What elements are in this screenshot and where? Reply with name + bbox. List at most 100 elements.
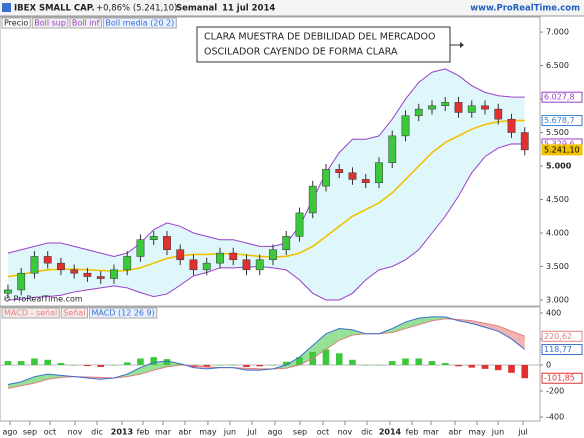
histogram-bar xyxy=(521,364,529,379)
candle-body xyxy=(481,105,489,110)
candle-body xyxy=(375,162,383,184)
legend-item: MACD (12 26 9) xyxy=(88,307,158,319)
instrument-title: IBEX SMALL CAP. xyxy=(14,4,95,14)
macd-fill xyxy=(140,362,154,375)
legend-box xyxy=(69,17,102,29)
macd-fill xyxy=(339,328,353,341)
x-tick-label: nov xyxy=(68,428,83,437)
candle-body xyxy=(348,172,357,180)
x-tick-label: mar xyxy=(155,428,172,437)
candle-body xyxy=(229,252,238,261)
y-tick-label: -400 xyxy=(546,413,564,422)
macd-marker-label: 220,62 xyxy=(544,332,572,341)
candle-body xyxy=(361,179,370,184)
x-tick-label: ago xyxy=(268,428,283,437)
candle-body xyxy=(176,249,185,261)
band-fill xyxy=(7,68,525,300)
macd-fill xyxy=(392,322,406,333)
histogram-bar xyxy=(4,361,12,365)
annotation: OSCILADOR CAYENDO DE FORMA CLARA xyxy=(204,47,398,58)
price-marker-label: 6.027,8 xyxy=(544,93,575,102)
price-marker-label: 5.329,6 xyxy=(544,139,575,148)
x-tick-label: abr xyxy=(448,428,462,437)
candle-body xyxy=(454,102,463,113)
candle-body xyxy=(467,105,476,113)
macd-line xyxy=(7,318,525,389)
histogram-bar xyxy=(216,364,224,366)
legend-box xyxy=(31,17,69,29)
histogram-bar xyxy=(481,364,489,369)
legend-box xyxy=(1,307,60,319)
candle-body xyxy=(96,276,105,279)
legend-label: Señal xyxy=(63,309,85,318)
candle-body xyxy=(255,259,264,271)
y-tick-label: 5.000 xyxy=(546,162,572,171)
y-tick-label: 3.000 xyxy=(546,295,569,304)
candle-body xyxy=(17,272,26,291)
candle-body xyxy=(83,272,92,277)
candle-body xyxy=(110,269,118,279)
histogram-bar xyxy=(256,364,264,367)
candle-body xyxy=(43,256,52,264)
legend-item: Boll media (20 2) xyxy=(102,17,177,29)
legend-item: Precio xyxy=(1,17,31,29)
date: 11 jul 2014 xyxy=(222,4,275,14)
histogram-bar xyxy=(455,364,462,367)
candle-body xyxy=(202,262,211,271)
legend-box xyxy=(88,307,158,319)
bollinger-line xyxy=(7,119,525,278)
histogram-bar xyxy=(269,364,277,366)
x-tick-label: may xyxy=(468,428,486,437)
x-tick-label: jun xyxy=(223,428,236,437)
price-marker-label: 5.678,7 xyxy=(544,116,575,125)
candle-body xyxy=(282,236,291,250)
candle-body xyxy=(136,239,145,257)
histogram-bar xyxy=(441,363,449,365)
candle-body xyxy=(335,169,344,173)
site: www.ProRealTime.com xyxy=(470,4,580,14)
histogram-bar xyxy=(375,364,383,366)
candle-body xyxy=(123,256,132,271)
candle-body xyxy=(242,259,251,271)
candle-body xyxy=(295,212,304,237)
x-tick-label: jul xyxy=(517,428,528,437)
candle-body xyxy=(401,115,410,137)
watermark: © ProRealTime.com xyxy=(3,295,83,304)
histogram-bar xyxy=(243,364,250,367)
candle-body xyxy=(189,259,198,271)
macd-marker xyxy=(541,372,583,384)
candle-body xyxy=(216,252,224,264)
candle-body xyxy=(507,118,516,133)
y-tick-label: -200 xyxy=(546,386,564,395)
x-tick-label: nov xyxy=(338,428,353,437)
histogram-bar xyxy=(282,361,290,365)
y-tick-label: 7.000 xyxy=(546,28,569,37)
histogram-bar xyxy=(322,349,330,365)
histogram-bar xyxy=(97,364,105,367)
x-tick-label: dic xyxy=(91,428,103,437)
histogram-bar xyxy=(349,359,356,365)
histogram-bar xyxy=(203,364,211,367)
x-tick-label: abr xyxy=(178,428,192,437)
histogram-bar xyxy=(176,363,184,365)
legend-box xyxy=(60,307,88,319)
x-tick-label: sep xyxy=(23,428,37,437)
macd-fill xyxy=(418,316,432,325)
histogram-bar xyxy=(31,358,38,365)
histogram-bar xyxy=(508,364,515,373)
candle-body xyxy=(163,236,171,250)
macd-fill xyxy=(471,320,486,328)
macd-panel xyxy=(0,306,541,422)
legend-label: Boll media (20 2) xyxy=(105,19,174,28)
histogram-bar xyxy=(296,357,303,365)
histogram-bar xyxy=(84,364,91,367)
candle-body xyxy=(149,236,158,240)
bollinger-line xyxy=(7,143,525,301)
legend-label: Precio xyxy=(4,19,28,28)
legend-label: MACD (12 26 9) xyxy=(91,309,154,318)
histogram-bar xyxy=(150,357,158,365)
legend-label: Boll inf xyxy=(72,19,100,28)
legend-item: MACD - señal xyxy=(1,307,60,319)
header-icon[interactable] xyxy=(2,3,11,12)
